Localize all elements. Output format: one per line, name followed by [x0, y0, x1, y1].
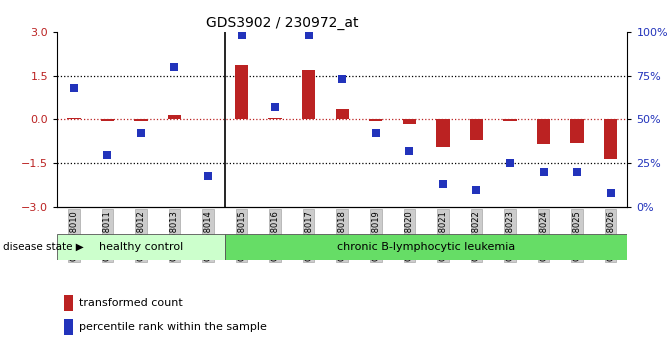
Text: transformed count: transformed count: [79, 298, 183, 308]
Bar: [470, 120, 483, 140]
Point: [270, 104, 280, 110]
Point: [370, 131, 381, 136]
Bar: [537, 120, 550, 144]
Text: disease state ▶: disease state ▶: [3, 242, 84, 252]
Text: chronic B-lymphocytic leukemia: chronic B-lymphocytic leukemia: [337, 242, 515, 252]
Bar: [57, 234, 225, 260]
Bar: [64, 295, 73, 311]
Text: percentile rank within the sample: percentile rank within the sample: [79, 321, 266, 332]
Point: [102, 152, 113, 157]
Point: [169, 64, 180, 70]
Text: GDS3902 / 230972_at: GDS3902 / 230972_at: [205, 16, 358, 30]
Bar: [302, 70, 315, 120]
Point: [203, 173, 213, 178]
Bar: [604, 120, 617, 159]
Bar: [336, 109, 349, 120]
Point: [68, 85, 79, 91]
Point: [404, 148, 415, 154]
Text: healthy control: healthy control: [99, 242, 183, 252]
Bar: [235, 65, 248, 120]
Bar: [436, 120, 450, 147]
Bar: [67, 118, 81, 120]
Bar: [369, 120, 382, 121]
Bar: [268, 118, 282, 120]
Bar: [225, 234, 627, 260]
Bar: [64, 319, 73, 335]
Point: [303, 33, 314, 38]
Point: [538, 169, 549, 175]
Point: [337, 76, 348, 82]
Bar: [168, 115, 181, 120]
Bar: [503, 120, 517, 121]
Bar: [403, 120, 416, 124]
Point: [572, 169, 582, 175]
Bar: [101, 120, 114, 121]
Point: [437, 182, 448, 187]
Point: [236, 33, 247, 38]
Bar: [134, 120, 148, 121]
Point: [605, 190, 616, 196]
Point: [471, 187, 482, 193]
Point: [505, 160, 515, 166]
Point: [136, 131, 146, 136]
Bar: [570, 120, 584, 143]
